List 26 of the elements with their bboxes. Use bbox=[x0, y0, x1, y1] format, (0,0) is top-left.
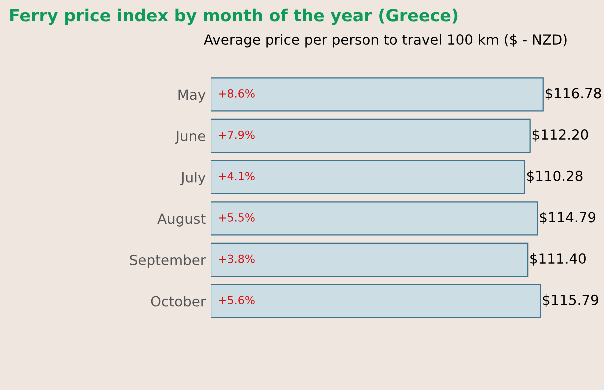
bar bbox=[211, 202, 538, 236]
annotation: +5.5% bbox=[219, 213, 255, 222]
annotation: +3.8% bbox=[219, 254, 255, 264]
bar bbox=[211, 284, 542, 318]
y-tick-label: August bbox=[158, 214, 206, 227]
bar bbox=[211, 160, 526, 194]
annotation: +8.6% bbox=[219, 89, 255, 98]
annotation: +4.1% bbox=[219, 172, 255, 181]
y-tick-label: May bbox=[178, 90, 206, 103]
chart-title: Ferry price index by month of the year (Greece) bbox=[10, 8, 458, 26]
annotation: +5.6% bbox=[219, 296, 255, 305]
bar bbox=[211, 78, 544, 112]
data-label: $114.79 bbox=[540, 212, 596, 225]
annotation: +7.9% bbox=[219, 130, 255, 140]
data-label: $112.20 bbox=[532, 129, 588, 142]
y-tick-label: July bbox=[180, 172, 206, 186]
bar bbox=[211, 242, 529, 278]
y-tick-label: October bbox=[151, 296, 206, 307]
data-label: $111.40 bbox=[530, 253, 586, 266]
data-label: $110.28 bbox=[527, 170, 583, 184]
data-label: $116.78 bbox=[546, 88, 602, 101]
bar bbox=[211, 118, 531, 154]
data-label: $115.79 bbox=[543, 294, 598, 308]
y-tick-label: June bbox=[175, 131, 206, 144]
y-tick-label: September bbox=[130, 254, 206, 268]
chart-subtitle: Average price per person to travel 100 km ($ - NZD) bbox=[204, 34, 567, 48]
